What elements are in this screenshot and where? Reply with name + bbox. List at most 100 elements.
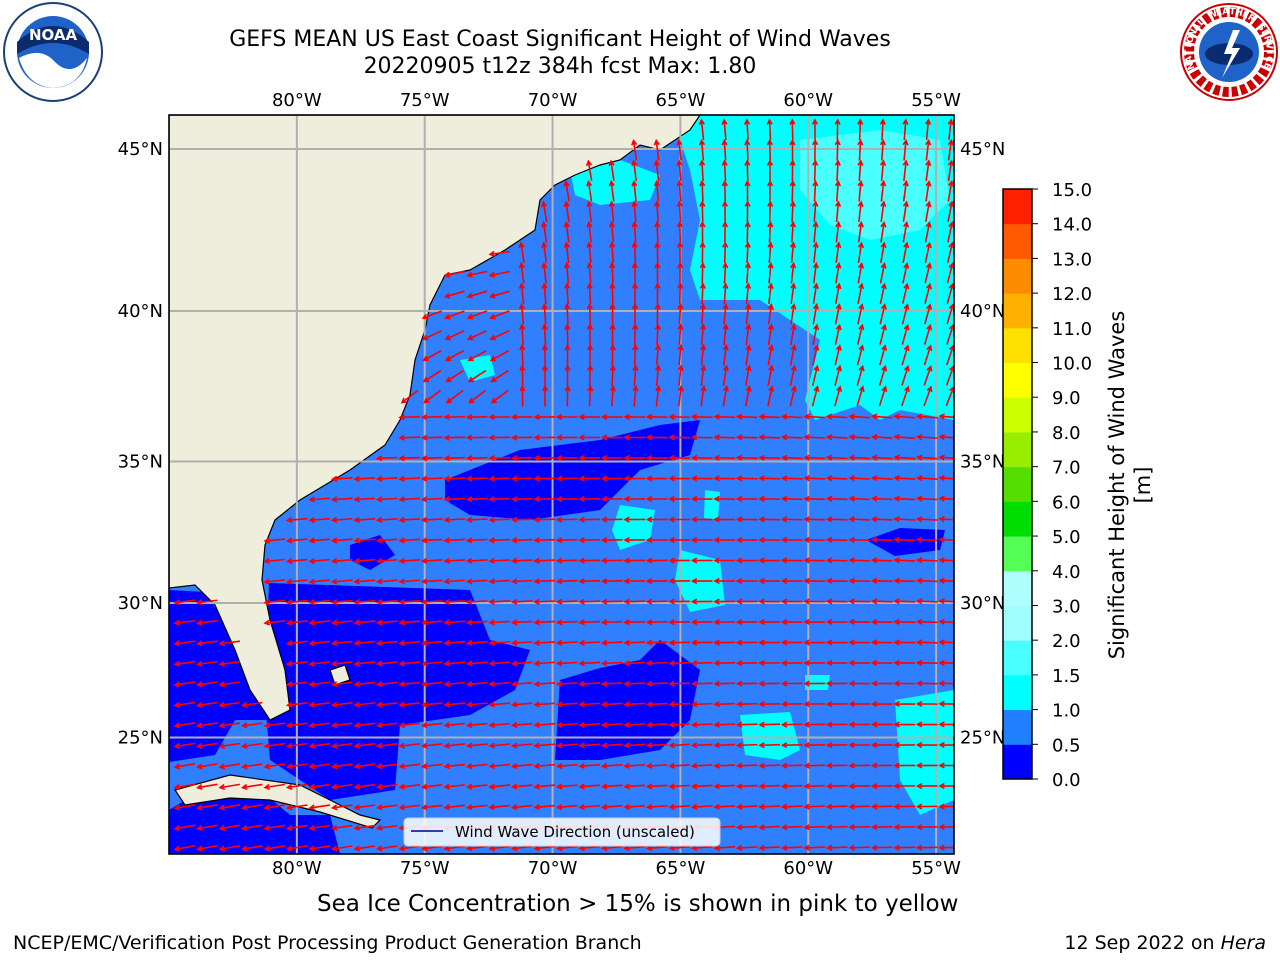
direction-arrow (420, 578, 443, 585)
direction-arrow (623, 762, 646, 769)
direction-arrow (856, 323, 865, 345)
direction-arrow (835, 261, 842, 284)
direction-arrow (699, 220, 706, 243)
direction-arrow (578, 844, 601, 852)
direction-arrow (578, 495, 601, 503)
direction-arrow (848, 803, 871, 810)
direction-arrow (780, 454, 803, 461)
direction-arrow (488, 496, 511, 503)
direction-arrow (938, 844, 954, 851)
direction-arrow (423, 389, 441, 404)
direction-arrow (555, 783, 578, 790)
direction-arrow (668, 762, 691, 769)
direction-arrow (713, 660, 736, 667)
direction-arrow (938, 803, 954, 810)
direction-arrow (564, 302, 571, 325)
direction-arrow (780, 434, 803, 441)
direction-arrow (870, 434, 893, 441)
direction-arrow (375, 681, 398, 688)
direction-arrow (586, 220, 593, 243)
direction-arrow (578, 537, 601, 544)
direction-arrow (902, 118, 909, 141)
direction-arrow (533, 537, 556, 544)
direction-arrow (848, 495, 871, 502)
direction-arrow (510, 783, 533, 790)
direction-arrow (541, 302, 548, 325)
direction-arrow (812, 159, 819, 182)
direction-arrow (870, 844, 893, 851)
direction-arrow (330, 475, 353, 482)
direction-arrow (758, 783, 781, 790)
direction-arrow (812, 261, 819, 284)
direction-arrow (668, 454, 691, 462)
direction-arrow (600, 680, 623, 687)
direction-arrow (735, 434, 758, 441)
direction-arrow (677, 323, 684, 346)
direction-arrow (510, 434, 533, 441)
direction-arrow (745, 364, 752, 386)
direction-arrow (744, 138, 751, 161)
direction-arrow (834, 303, 842, 325)
colorbar-tick-label: 7.0 (1052, 458, 1081, 479)
direction-arrow (825, 803, 848, 810)
direction-arrow (812, 302, 820, 325)
direction-arrow (803, 721, 826, 728)
direction-arrow (353, 824, 376, 831)
direction-arrow (465, 701, 488, 708)
direction-arrow (803, 659, 826, 667)
direction-arrow (780, 659, 803, 667)
direction-arrow (803, 844, 826, 851)
direction-arrow (263, 804, 286, 811)
direction-arrow (856, 344, 865, 366)
direction-arrow (857, 159, 864, 182)
direction-arrow (420, 516, 443, 523)
direction-arrow (758, 844, 781, 851)
direction-arrow (812, 200, 819, 223)
direction-arrow (722, 241, 729, 264)
direction-arrow (195, 640, 218, 647)
direction-arrow (848, 434, 871, 441)
direction-arrow (924, 221, 932, 243)
lon-label-bottom: 55°W (911, 858, 961, 879)
direction-arrow (825, 783, 848, 790)
direction-arrow (880, 241, 887, 263)
wave-height-0.0-0.5-regions (169, 420, 945, 854)
direction-arrow (803, 434, 826, 441)
direction-arrow (938, 474, 954, 482)
direction-arrow (857, 118, 864, 141)
direction-arrow (645, 783, 668, 790)
direction-arrow (803, 762, 826, 769)
direction-arrow (555, 454, 578, 462)
direction-arrow (398, 619, 421, 626)
direction-arrow (758, 762, 781, 769)
direction-arrow (240, 804, 263, 811)
direction-arrow (915, 741, 938, 749)
direction-arrow (803, 824, 826, 831)
direction-arrow (353, 804, 376, 811)
direction-arrow (735, 598, 758, 605)
direction-arrow (767, 282, 774, 305)
direction-arrow (879, 344, 888, 366)
direction-arrow (353, 660, 376, 667)
direction-arrow (825, 557, 848, 564)
direction-arrow (398, 537, 421, 544)
direction-arrow (924, 241, 932, 263)
direction-arrow (608, 200, 615, 223)
direction-arrow (870, 557, 893, 564)
direction-arrow (510, 537, 533, 544)
colorbar-band (1003, 501, 1032, 537)
direction-arrow (578, 454, 601, 462)
direction-arrow (375, 598, 398, 606)
direction-arrow (812, 220, 819, 243)
direction-arrow (196, 824, 218, 832)
direction-arrow (812, 344, 820, 366)
direction-arrow (780, 721, 803, 728)
direction-arrow (240, 722, 263, 729)
direction-arrow (721, 159, 728, 182)
direction-arrow (564, 323, 571, 346)
direction-arrow (713, 618, 736, 626)
direction-arrow (735, 557, 758, 564)
direction-arrow (893, 700, 916, 708)
direction-arrow (758, 434, 781, 441)
direction-arrow (766, 118, 773, 141)
